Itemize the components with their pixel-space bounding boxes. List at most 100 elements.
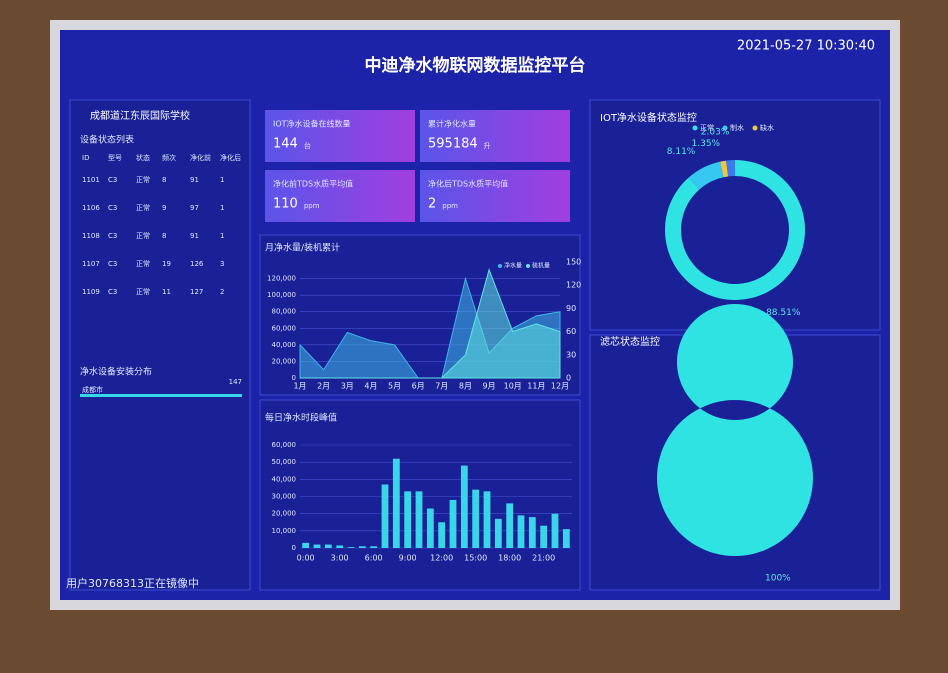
- table-cell: C3: [108, 288, 117, 296]
- bar: [404, 491, 412, 548]
- donut-slice: [720, 160, 729, 178]
- x-tick-label: 11月: [527, 382, 545, 391]
- table-cell: 3: [220, 260, 224, 268]
- table-header: ID: [82, 154, 89, 162]
- bar: [551, 513, 559, 548]
- table-header: 频次: [162, 153, 176, 162]
- y-tick-label: 20,000: [272, 357, 297, 365]
- table-cell: 1101: [82, 176, 100, 184]
- table-cell: 1107: [82, 260, 100, 268]
- kpi-unit: 升: [484, 141, 491, 150]
- x-tick-label: 7月: [435, 382, 448, 391]
- x-tick-label: 3:00: [331, 554, 349, 563]
- y-tick-label: 120,000: [267, 275, 296, 283]
- kpi-card: [420, 170, 570, 222]
- table-cell: 127: [190, 288, 203, 296]
- table-cell: 2: [220, 288, 224, 296]
- table-cell: C3: [108, 232, 117, 240]
- table-cell: 正常: [136, 287, 150, 296]
- table-cell: 1: [220, 232, 224, 240]
- kpi-value: 110: [273, 197, 298, 212]
- chart-title: 滤芯状态监控: [600, 335, 660, 348]
- y-tick-label: 40,000: [272, 341, 297, 349]
- bar: [370, 546, 378, 548]
- table-cell: 正常: [136, 175, 150, 184]
- data-label: 100%: [765, 574, 791, 584]
- x-tick-label: 12月: [551, 382, 569, 391]
- location: 成都道江东辰国际学校: [90, 109, 190, 122]
- donut-slice: [656, 304, 813, 556]
- bar: [392, 458, 400, 548]
- y2-tick-label: 120: [566, 281, 581, 290]
- y-tick-label: 20,000: [272, 510, 297, 518]
- area: [300, 268, 561, 379]
- x-tick-label: 6:00: [365, 554, 383, 563]
- bar: [506, 503, 514, 548]
- y-tick-label: 80,000: [272, 308, 297, 316]
- x-tick-label: 5月: [388, 382, 401, 391]
- data-label: 8.11%: [667, 147, 696, 157]
- x-tick-label: 6月: [412, 382, 425, 391]
- x-tick-label: 12:00: [430, 554, 453, 563]
- y2-tick-label: 90: [566, 304, 576, 313]
- legend-marker: [526, 264, 530, 268]
- table-cell: 11: [162, 288, 171, 296]
- table-cell: 97: [190, 204, 199, 212]
- bar: [358, 546, 366, 548]
- section-title: 设备状态列表: [80, 134, 134, 146]
- x-tick-label: 10月: [504, 382, 522, 391]
- bar: [313, 544, 321, 548]
- kpi-label: IOT净水设备在线数量: [273, 119, 351, 129]
- bar: [381, 484, 389, 548]
- bar: [336, 545, 344, 548]
- y-tick-label: 10,000: [272, 527, 297, 535]
- kpi-value: 595184: [428, 137, 478, 152]
- x-tick-label: 9:00: [399, 554, 417, 563]
- bar-value: 147: [229, 378, 242, 386]
- table-header: 净化前: [190, 153, 211, 162]
- x-tick-label: 15:00: [464, 554, 487, 563]
- legend-marker: [722, 125, 728, 131]
- table-cell: C3: [108, 260, 117, 268]
- title: 中迪净水物联网数据监控平台: [365, 55, 586, 76]
- legend-label: 正常: [700, 123, 714, 132]
- chart-title: IOT净水设备状态监控: [600, 111, 697, 124]
- y-tick-label: 0: [292, 544, 296, 552]
- kpi-unit: 台: [304, 141, 311, 150]
- bar: [415, 491, 423, 548]
- bar: [302, 542, 310, 548]
- kpi-card: [420, 110, 570, 162]
- y2-tick-label: 150: [566, 258, 581, 267]
- y-tick-label: 40,000: [272, 475, 297, 483]
- kpi-label: 净化前TDS水质平均值: [273, 179, 353, 189]
- donut-slice: [726, 160, 735, 177]
- bar: [540, 525, 548, 548]
- footer: 用户30768313正在镜像中: [66, 576, 199, 590]
- table-cell: 126: [190, 260, 204, 268]
- left-panel: [69, 99, 251, 591]
- bar: [324, 544, 332, 548]
- table-cell: 91: [190, 176, 199, 184]
- x-tick-label: 0:00: [297, 554, 315, 563]
- table-cell: 19: [162, 260, 171, 268]
- table-cell: 1106: [82, 204, 100, 212]
- bar: [562, 529, 570, 548]
- legend-label: 缺水: [760, 123, 774, 132]
- table-cell: 1109: [82, 288, 100, 296]
- table-cell: C3: [108, 204, 117, 212]
- datetime: 2021-05-27 10:30:40: [737, 39, 875, 54]
- bar: [517, 515, 525, 548]
- x-tick-label: 3月: [341, 382, 354, 391]
- y-tick-label: 50,000: [272, 458, 297, 466]
- kpi-label: 净化后TDS水质平均值: [428, 179, 508, 189]
- bar: [438, 522, 446, 548]
- bar: [426, 508, 434, 548]
- kpi-value: 144: [273, 137, 298, 152]
- table-cell: 正常: [136, 203, 150, 212]
- x-tick-label: 9月: [483, 382, 496, 391]
- kpi-value: 2: [428, 197, 436, 212]
- table-header: 型号: [108, 153, 122, 162]
- table-cell: 8: [162, 176, 166, 184]
- y-tick-label: 30,000: [272, 493, 297, 501]
